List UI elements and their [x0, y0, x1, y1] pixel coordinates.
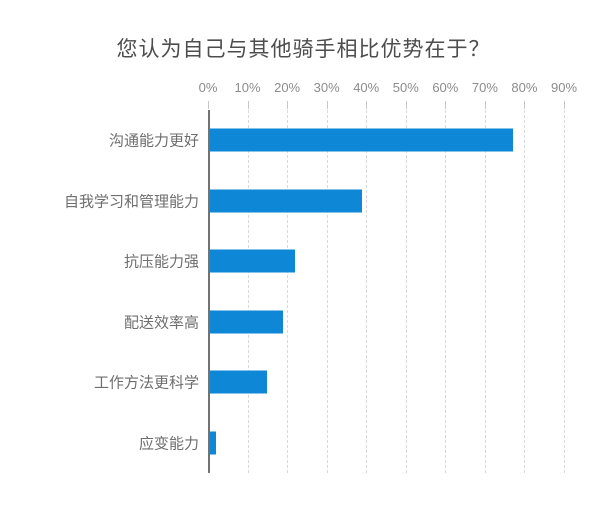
- gridline: [524, 110, 526, 473]
- chart-title: 您认为自己与其他骑手相比优势在于？: [116, 38, 491, 61]
- x-tick-label: 80%: [511, 80, 538, 95]
- category-label: 工作方法更科学: [93, 374, 199, 392]
- gridline: [445, 110, 447, 473]
- category-label: 应变能力: [138, 435, 199, 453]
- gridline: [564, 110, 565, 473]
- chart-row: 工作方法更科学: [94, 352, 564, 413]
- chart-row: 自我学习和管理能力: [64, 171, 564, 232]
- x-tick-mark: [366, 101, 368, 109]
- x-tick-label: 20%: [274, 80, 301, 95]
- x-tick-mark: [326, 101, 328, 109]
- x-tick-label: 50%: [392, 80, 419, 95]
- x-tick-label: 0%: [198, 80, 218, 95]
- x-tick-mark: [445, 101, 447, 109]
- category-label: 抗压能力强: [123, 253, 199, 271]
- y-axis-line: [208, 110, 210, 473]
- x-tick-mark: [484, 101, 486, 109]
- x-axis: 0% 10% 20% 30% 40% 50% 60% 70% 80% 90%: [199, 80, 577, 96]
- x-tick-label: 90%: [550, 80, 578, 95]
- x-tick-mark: [287, 101, 289, 109]
- bar: [208, 249, 296, 273]
- x-tick-label: 70%: [471, 80, 498, 95]
- gridline: [484, 110, 486, 473]
- x-tick-label: 30%: [313, 80, 340, 95]
- bar: [208, 310, 284, 334]
- gridline: [247, 110, 249, 473]
- bar: [208, 431, 216, 455]
- x-tick-mark: [247, 101, 249, 109]
- category-label: 自我学习和管理能力: [63, 193, 199, 211]
- x-tick-label: 10%: [234, 80, 261, 95]
- x-tick-label: 40%: [353, 80, 380, 95]
- gridline: [405, 110, 407, 473]
- category-label: 配送效率高: [123, 314, 199, 332]
- x-tick-mark: [208, 101, 209, 109]
- x-tick-mark: [564, 101, 565, 109]
- chart-row: 应变能力: [139, 413, 564, 474]
- chart-row: 抗压能力强: [124, 231, 564, 292]
- gridline: [366, 110, 368, 473]
- bar-rows: 沟通能力更好自我学习和管理能力抗压能力强配送效率高工作方法更科学应变能力: [64, 110, 564, 474]
- bar: [208, 128, 513, 152]
- gridline: [326, 110, 328, 473]
- x-tick-label: 60%: [432, 80, 459, 95]
- plot-area: 沟通能力更好自我学习和管理能力抗压能力强配送效率高工作方法更科学应变能力: [64, 101, 565, 474]
- category-label: 沟通能力更好: [108, 132, 199, 150]
- x-tick-mark: [405, 101, 407, 109]
- chart-row: 配送效率高: [124, 292, 564, 353]
- bar: [208, 189, 363, 213]
- chart-row: 沟通能力更好: [109, 110, 564, 171]
- x-tick-mark: [524, 101, 526, 109]
- bar: [208, 370, 268, 394]
- gridline: [287, 110, 289, 473]
